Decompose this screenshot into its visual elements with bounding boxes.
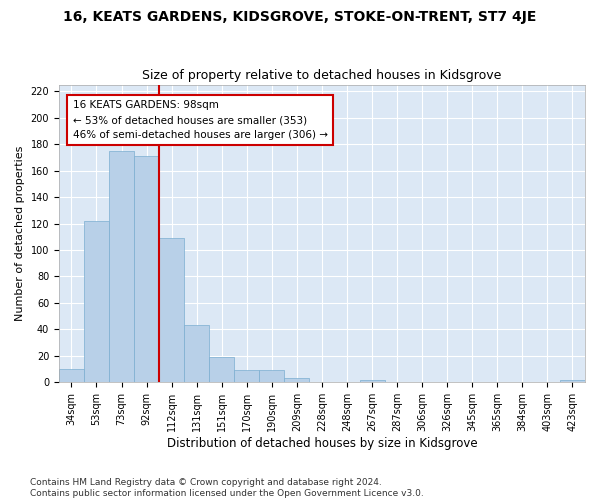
Bar: [209, 357, 234, 382]
Bar: [560, 380, 585, 382]
Bar: [259, 370, 284, 382]
Text: Contains HM Land Registry data © Crown copyright and database right 2024.
Contai: Contains HM Land Registry data © Crown c…: [30, 478, 424, 498]
Text: 16, KEATS GARDENS, KIDSGROVE, STOKE-ON-TRENT, ST7 4JE: 16, KEATS GARDENS, KIDSGROVE, STOKE-ON-T…: [64, 10, 536, 24]
Bar: [184, 326, 209, 382]
Bar: [159, 238, 184, 382]
Bar: [359, 380, 385, 382]
Bar: [284, 378, 310, 382]
Bar: [234, 370, 259, 382]
Y-axis label: Number of detached properties: Number of detached properties: [15, 146, 25, 321]
Title: Size of property relative to detached houses in Kidsgrove: Size of property relative to detached ho…: [142, 69, 502, 82]
X-axis label: Distribution of detached houses by size in Kidsgrove: Distribution of detached houses by size …: [167, 437, 477, 450]
Bar: [109, 150, 134, 382]
Bar: [59, 369, 84, 382]
Text: 16 KEATS GARDENS: 98sqm
← 53% of detached houses are smaller (353)
46% of semi-d: 16 KEATS GARDENS: 98sqm ← 53% of detache…: [73, 100, 328, 140]
Bar: [134, 156, 159, 382]
Bar: [84, 221, 109, 382]
